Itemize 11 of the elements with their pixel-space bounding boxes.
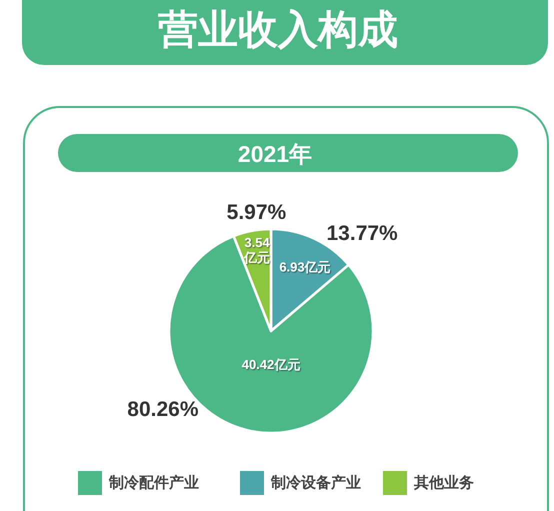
text: 40.42亿元 [242, 357, 300, 372]
chart-title: 营业收入构成 [158, 8, 398, 52]
data-label: 80.26% [127, 398, 199, 422]
chart-subtitle: 2021年 [238, 141, 312, 167]
legend-label: 其他业务 [413, 474, 474, 492]
legend-label: 制冷配件产业 [108, 474, 199, 492]
data-label: 13.77% [326, 222, 398, 245]
legend-label: 制冷设备产业 [270, 474, 361, 492]
text: 6.93亿元 [279, 260, 331, 275]
text: 3.54 亿元 [243, 234, 270, 265]
data-label: 5.97% [226, 201, 287, 224]
